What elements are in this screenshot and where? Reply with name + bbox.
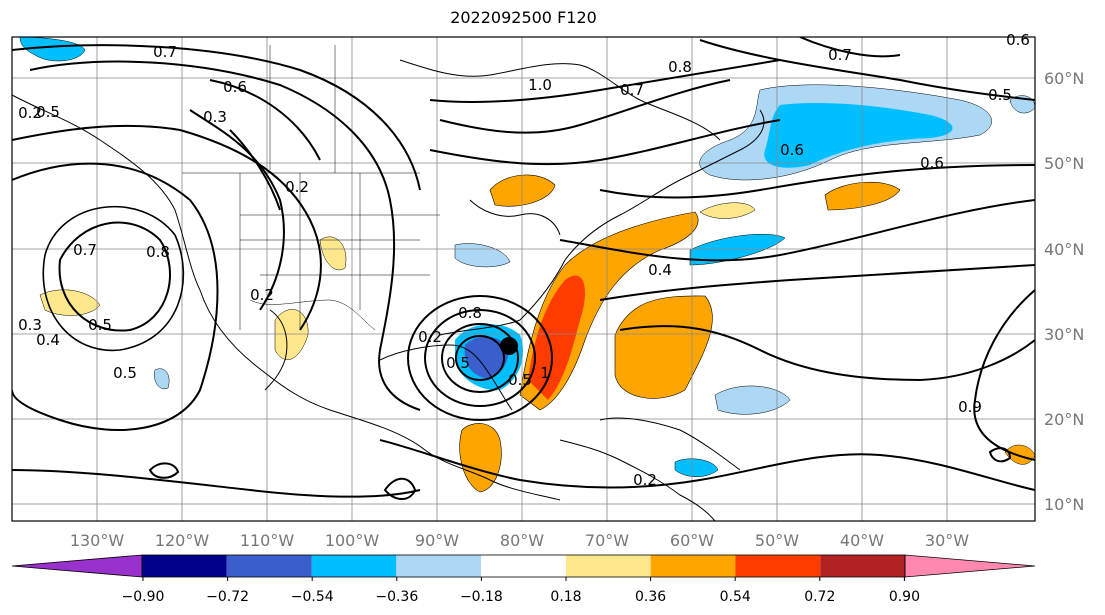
colorbar-extend-low	[11, 554, 143, 578]
lat-tick-label: 20°N	[1044, 410, 1084, 429]
lon-tick-label: 50°W	[755, 531, 799, 550]
colorbar-tick-label: 0.72	[804, 589, 835, 605]
coastlines	[12, 59, 765, 521]
contour-label: 0.8	[668, 58, 692, 76]
lon-tick-label: 110°W	[240, 531, 295, 550]
contour-label: 0.4	[36, 331, 60, 349]
contour-label: 1.0	[528, 76, 552, 94]
contour-label: 0.8	[458, 304, 482, 322]
lat-tick-label: 30°N	[1044, 325, 1084, 344]
light-positive-4	[699, 202, 756, 219]
contour-labels: 0.70.50.60.30.20.7 0.80.50.20.30.40.51.00…	[18, 31, 1030, 489]
colorbar-segment	[311, 555, 397, 577]
contour-label: 0.2	[285, 178, 309, 196]
colorbar-tick-label: −0.72	[206, 589, 249, 605]
colorbar-segment	[820, 555, 905, 577]
storm-center-marker	[500, 337, 518, 355]
lon-tick-label: 70°W	[585, 531, 629, 550]
contour-label: 0.5	[88, 316, 112, 334]
negative-anomaly-topleft	[19, 37, 86, 62]
colorbar-labels: −0.90 −0.72 −0.54 −0.36 −0.18 0.18 0.36 0.54 0.7…	[122, 577, 920, 605]
lat-tick-label: 50°N	[1044, 154, 1084, 173]
colorbar-extend-high	[904, 554, 1036, 578]
contour-label: 0.7	[620, 81, 644, 99]
contour-label: 0.2	[418, 328, 442, 346]
colorbar-segment	[481, 555, 566, 577]
colorbar-segment	[142, 555, 227, 577]
contour-label: 0.5	[446, 354, 470, 372]
contour-label: 0.5	[36, 103, 60, 121]
shading-layer	[19, 37, 1035, 493]
contour-label: 0.6	[1006, 31, 1030, 49]
colorbar-tick-label: 0.18	[550, 589, 581, 605]
positive-anomaly-atlantic	[824, 181, 901, 211]
contour-label: 0.8	[146, 243, 170, 261]
contour-label: 0.4	[648, 261, 672, 279]
political-borders	[182, 45, 440, 331]
plot-title: 2022092500 F120	[450, 8, 597, 27]
lon-tick-label: 120°W	[155, 531, 210, 550]
contour-label: 0.6	[780, 141, 804, 159]
colorbar-tick-label: 0.90	[889, 589, 920, 605]
colorbar-segment	[650, 555, 736, 577]
strong-negative-north-atlantic	[764, 103, 953, 168]
contour-label: 0.2	[250, 286, 274, 304]
positive-anomaly-cayman	[459, 423, 502, 493]
negative-anomaly-caribbean	[674, 458, 719, 477]
contour-label: 0.6	[223, 78, 247, 96]
contour-label: 0.9	[958, 398, 982, 416]
contour-label: 0.7	[153, 43, 177, 61]
strong-negative-storm	[464, 336, 509, 378]
contour-label: 0.2	[18, 104, 42, 122]
negative-anomaly-pacific	[154, 368, 170, 390]
lat-tick-label: 40°N	[1044, 240, 1084, 259]
lon-tick-label: 100°W	[325, 531, 380, 550]
lon-tick-label: 130°W	[70, 531, 125, 550]
colorbar-tick-label: 0.36	[635, 589, 666, 605]
colorbar-segment	[226, 555, 312, 577]
colorbar-tick-label: −0.90	[122, 589, 165, 605]
lat-tick-label: 10°N	[1044, 495, 1084, 514]
map-border	[11, 36, 1036, 522]
contour-label: 0.7	[828, 46, 852, 64]
contour-label: 0.5	[988, 86, 1012, 104]
contour-label: 1	[540, 364, 550, 382]
colorbar-segment	[396, 555, 482, 577]
graticule	[12, 37, 1035, 521]
positive-anomaly-greatlakes	[489, 174, 556, 207]
colorbar-tick-label: −0.18	[460, 589, 503, 605]
colorbar-segment	[735, 555, 821, 577]
negative-anomaly-atlantic-3	[714, 385, 791, 415]
contour-label: 0.6	[920, 154, 944, 172]
contour-label: 0.3	[18, 316, 42, 334]
colorbar-tick-label: −0.54	[291, 589, 334, 605]
lon-tick-label: 80°W	[500, 531, 544, 550]
latitude-labels: 60°N 50°N 40°N 30°N 20°N 10°N	[1044, 69, 1084, 514]
negative-anomaly-atlantic-2	[689, 234, 786, 266]
lon-tick-label: 40°W	[840, 531, 884, 550]
colorbar-segment	[565, 555, 651, 577]
light-positive-3	[319, 236, 347, 270]
strong-positive-anomaly	[528, 275, 585, 400]
colorbar-tick-label: −0.36	[375, 589, 418, 605]
positive-anomaly-east	[614, 295, 713, 399]
lat-tick-label: 60°N	[1044, 69, 1084, 88]
contour-label: 0.5	[508, 371, 532, 389]
contour-label: 0.5	[113, 364, 137, 382]
contour-label: 0.7	[73, 241, 97, 259]
lon-tick-label: 90°W	[415, 531, 459, 550]
colorbar-tick-label: 0.54	[720, 589, 751, 605]
contour-label: 0.2	[633, 471, 657, 489]
light-positive-5	[1004, 444, 1035, 465]
longitude-labels: 130°W 120°W 110°W 100°W 90°W 80°W 70°W 60°W 50°W…	[70, 531, 969, 550]
lon-tick-label: 60°W	[670, 531, 714, 550]
colorbar	[11, 554, 1036, 578]
lon-tick-label: 30°W	[925, 531, 969, 550]
contour-lines	[12, 37, 1035, 500]
contour-label: 0.3	[203, 108, 227, 126]
